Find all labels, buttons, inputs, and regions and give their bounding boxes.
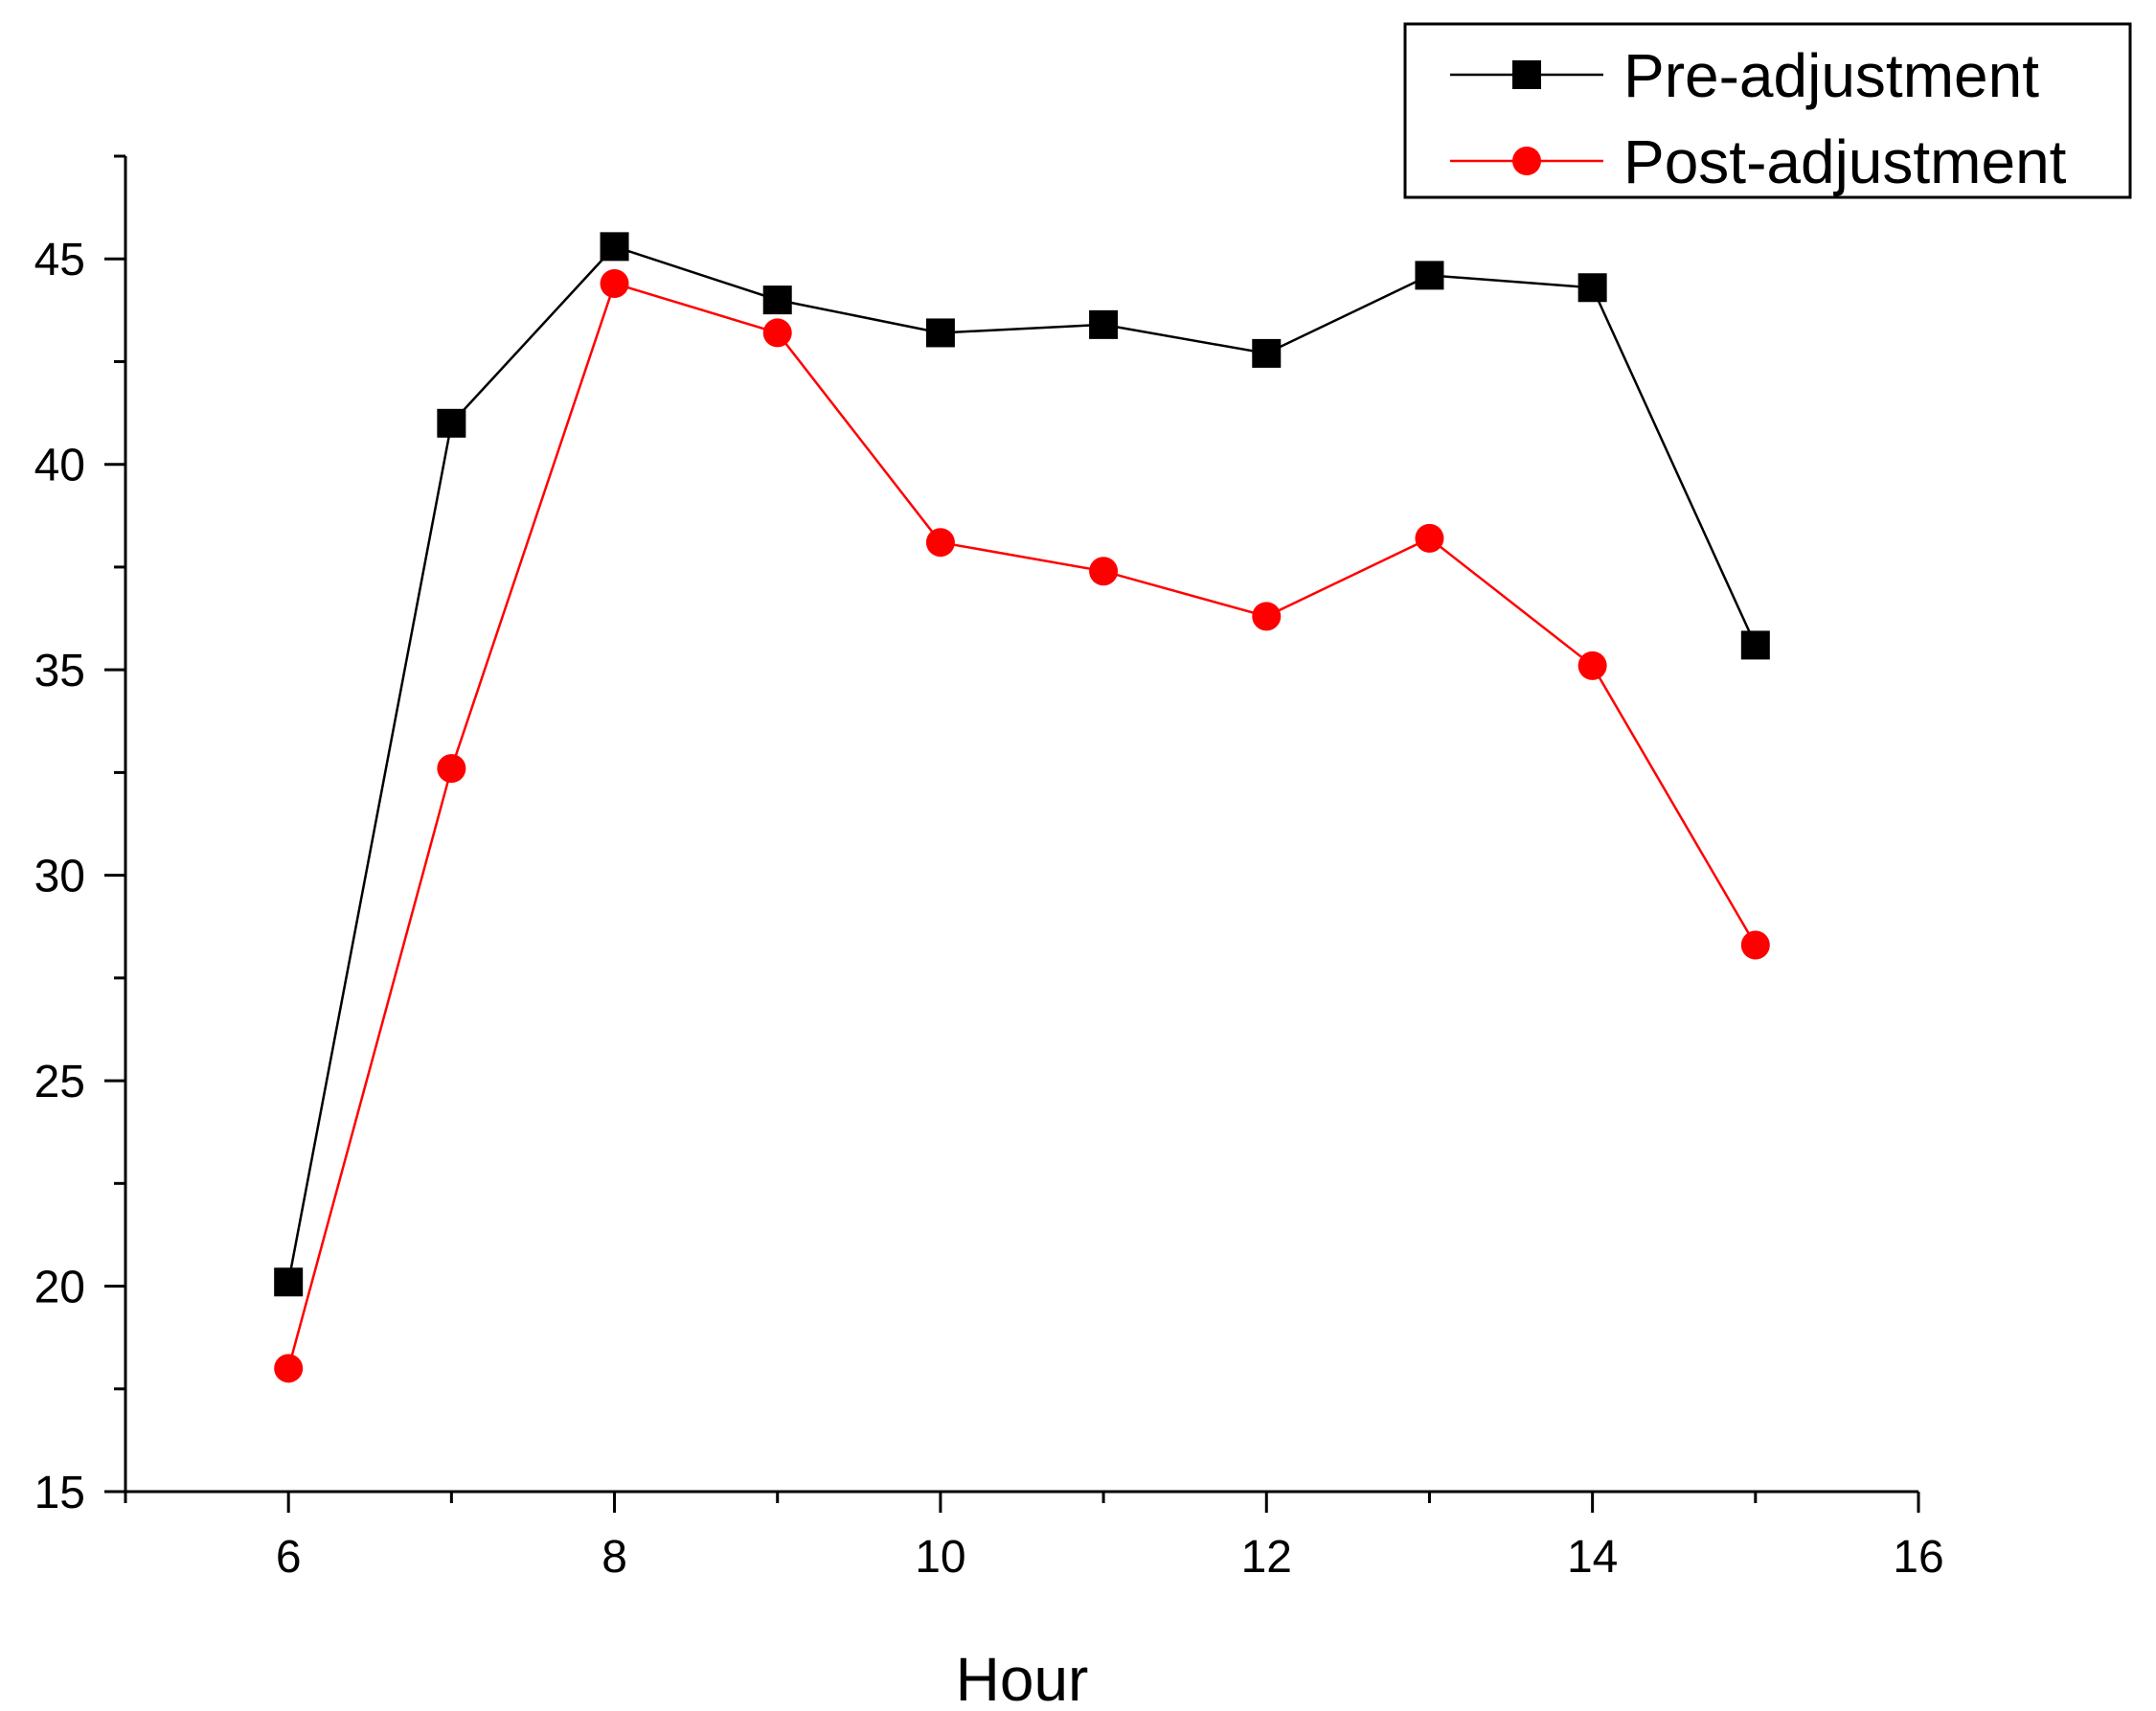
- data-point: [274, 1267, 304, 1297]
- data-point: [437, 754, 466, 784]
- y-tick-label: 45: [34, 235, 85, 285]
- series-layer: [274, 232, 1770, 1383]
- legend-label: Post-adjustment: [1623, 127, 2067, 196]
- series-post-adjustment: [274, 268, 1770, 1383]
- data-point: [600, 268, 629, 298]
- legend-item: Pre-adjustment: [1450, 41, 2039, 110]
- y-tick-label: 30: [34, 852, 85, 902]
- legend-label: Pre-adjustment: [1623, 41, 2039, 110]
- data-point: [437, 408, 466, 438]
- x-tick-label: 10: [915, 1532, 965, 1583]
- data-point: [1415, 523, 1444, 553]
- data-point: [600, 232, 629, 262]
- data-point: [925, 528, 955, 558]
- data-point: [1252, 602, 1282, 631]
- data-point: [925, 318, 955, 348]
- data-point: [1740, 630, 1770, 660]
- y-tick-label: 35: [34, 646, 85, 696]
- y-tick-label: 25: [34, 1057, 85, 1107]
- data-point: [1089, 557, 1119, 586]
- data-point: [762, 318, 792, 348]
- series-line: [286, 282, 1757, 1369]
- data-point: [762, 285, 792, 315]
- axes: 6 8 10 12 14 16 15 20 25 30 35 40 45: [34, 154, 1944, 1583]
- x-tick-label: 14: [1567, 1532, 1618, 1583]
- series-line: [286, 244, 1757, 1283]
- y-tick-label: 20: [34, 1263, 85, 1313]
- data-point: [1252, 338, 1282, 368]
- legend-marker: [1512, 60, 1541, 89]
- x-tick-label: 16: [1893, 1532, 1943, 1583]
- data-point: [1089, 309, 1119, 339]
- data-point: [1577, 273, 1607, 303]
- y-tick-label: 40: [34, 441, 85, 491]
- legend: Pre-adjustment Post-adjustment: [1403, 22, 2132, 199]
- x-tick-label: 8: [601, 1532, 627, 1583]
- x-tick-label: 6: [276, 1532, 302, 1583]
- data-point: [1740, 930, 1770, 960]
- x-tick-label: 12: [1241, 1532, 1292, 1583]
- y-tick-label: 15: [34, 1468, 85, 1518]
- data-point: [1577, 650, 1607, 680]
- legend-item: Post-adjustment: [1450, 127, 2067, 196]
- x-axis-label: Hour: [956, 1645, 1089, 1711]
- legend-marker: [1512, 147, 1541, 175]
- series-pre-adjustment: [274, 232, 1770, 1297]
- data-point: [274, 1354, 304, 1383]
- legend-box: [1403, 22, 2132, 199]
- data-point: [1415, 261, 1444, 290]
